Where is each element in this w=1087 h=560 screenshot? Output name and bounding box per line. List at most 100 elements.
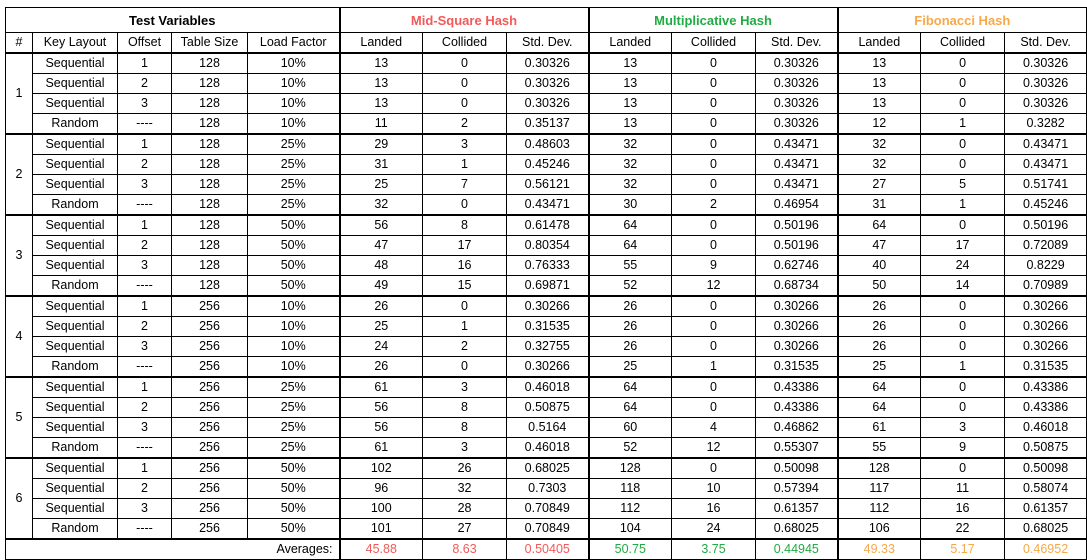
- mid-std-dev-cell: 0.46018: [506, 376, 590, 398]
- mul-collided-cell: 4: [671, 417, 757, 438]
- table-size-cell: 128: [171, 73, 248, 94]
- fib-collided-cell: 1: [920, 194, 1006, 216]
- mid-collided-cell: 0: [422, 356, 508, 378]
- key-layout-cell: Sequential: [32, 295, 118, 317]
- mul-collided-cell: 16: [671, 498, 757, 519]
- mid-collided-cell: 0: [422, 73, 508, 94]
- mul-collided-cell: 0: [671, 73, 757, 94]
- fib-landed-cell: 25: [836, 356, 922, 378]
- table-body: 1 Sequential 1 128 10% 13 0 0.30326 13 0 0.30326 13…: [5, 52, 1087, 540]
- load-factor-cell: 25%: [246, 174, 341, 195]
- fib-std-dev-cell: 0.30326: [1004, 52, 1087, 74]
- fib-collided-cell: 11: [920, 478, 1006, 499]
- table-row: 3 Sequential 1 128 50% 56 8 0.61478 64 0 0.50196 64…: [5, 214, 1087, 297]
- mid-std-dev-cell: 0.30326: [506, 73, 590, 94]
- header-fib-collided: Collided: [920, 32, 1006, 54]
- fib-std-dev-cell: 0.46018: [1004, 417, 1087, 438]
- mid-collided-cell: 27: [422, 518, 508, 540]
- mid-std-dev-cell: 0.61478: [506, 214, 590, 236]
- mul-landed-cell: 25: [587, 356, 673, 378]
- load-factor-cell: 10%: [246, 52, 341, 74]
- mul-landed-cell: 26: [587, 295, 673, 317]
- mul-std-dev-cell: 0.57394: [755, 478, 839, 499]
- offset-cell: ----: [117, 437, 172, 459]
- load-factor-cell: 50%: [246, 275, 341, 297]
- mid-std-dev-cell: 0.45246: [506, 154, 590, 175]
- table-size-cell: 128: [171, 154, 248, 175]
- table-size-cell: 128: [171, 194, 248, 216]
- fib-landed-cell: 32: [836, 154, 922, 175]
- avg-mid-collided: 8.63: [422, 538, 508, 560]
- hash-results-table: Test Variables Mid-Square Hash Multiplic…: [4, 7, 1087, 560]
- mul-std-dev-cell: 0.30326: [755, 73, 839, 94]
- fib-std-dev-cell: 0.72089: [1004, 235, 1087, 256]
- mid-collided-cell: 32: [422, 478, 508, 499]
- table-size-cell: 256: [171, 316, 248, 337]
- fib-landed-cell: 47: [836, 235, 922, 256]
- key-layout-cell: Sequential: [32, 457, 118, 479]
- fib-landed-cell: 64: [836, 397, 922, 418]
- mid-std-dev-cell: 0.30326: [506, 52, 590, 74]
- mul-std-dev-cell: 0.68025: [755, 518, 839, 540]
- mul-landed-cell: 64: [587, 376, 673, 398]
- mul-std-dev-cell: 0.31535: [755, 356, 839, 378]
- key-layout-cell: Sequential: [32, 52, 118, 74]
- mul-landed-cell: 32: [587, 133, 673, 155]
- table-size-cell: 256: [171, 336, 248, 357]
- load-factor-cell: 10%: [246, 93, 341, 114]
- mul-std-dev-cell: 0.30326: [755, 52, 839, 74]
- mul-landed-cell: 104: [587, 518, 673, 540]
- mid-std-dev-cell: 0.35137: [506, 113, 590, 135]
- offset-cell: 1: [117, 376, 172, 398]
- mid-collided-cell: 3: [422, 437, 508, 459]
- mul-collided-cell: 0: [671, 397, 757, 418]
- offset-cell: 1: [117, 133, 172, 155]
- table-size-cell: 128: [171, 113, 248, 135]
- mid-landed-cell: 26: [338, 356, 424, 378]
- fib-landed-cell: 26: [836, 316, 922, 337]
- offset-cell: ----: [117, 356, 172, 378]
- load-factor-cell: 25%: [246, 437, 341, 459]
- mul-collided-cell: 0: [671, 133, 757, 155]
- load-factor-cell: 10%: [246, 295, 341, 317]
- mul-std-dev-cell: 0.43386: [755, 376, 839, 398]
- header-mid-std-dev: Std. Dev.: [506, 32, 590, 54]
- fib-landed-cell: 106: [836, 518, 922, 540]
- mid-landed-cell: 26: [338, 295, 424, 317]
- table-row: 6 Sequential 1 256 50% 102 26 0.68025 128 0 0.5009…: [5, 457, 1087, 540]
- mid-std-dev-cell: 0.5164: [506, 417, 590, 438]
- table-row: 2 Sequential 1 128 25% 29 3 0.48603 32 0 0.43471 32…: [5, 133, 1087, 216]
- mul-landed-cell: 118: [587, 478, 673, 499]
- key-layout-cell: Sequential: [32, 73, 118, 94]
- header-table-size: Table Size: [171, 32, 248, 54]
- fib-landed-cell: 13: [836, 52, 922, 74]
- avg-mid-std-dev: 0.50405: [506, 538, 590, 560]
- fib-std-dev-cell: 0.30266: [1004, 295, 1087, 317]
- fib-landed-cell: 61: [836, 417, 922, 438]
- key-layout-cell: Random: [32, 194, 118, 216]
- mid-landed-cell: 96: [338, 478, 424, 499]
- table-size-cell: 128: [171, 214, 248, 236]
- table-size-cell: 256: [171, 417, 248, 438]
- mid-std-dev-cell: 0.31535: [506, 316, 590, 337]
- table-row: Sequential 2 128 10% 13 0 0.30326 13 0 0.30326 13 0…: [6, 73, 1087, 94]
- offset-cell: 3: [117, 174, 172, 195]
- mul-std-dev-cell: 0.50098: [755, 457, 839, 479]
- mid-collided-cell: 8: [422, 397, 508, 418]
- mul-collided-cell: 2: [671, 194, 757, 216]
- mul-landed-cell: 26: [587, 336, 673, 357]
- mid-landed-cell: 13: [338, 52, 424, 74]
- fib-std-dev-cell: 0.43471: [1004, 133, 1087, 155]
- fib-collided-cell: 0: [920, 133, 1006, 155]
- mul-landed-cell: 13: [587, 73, 673, 94]
- fib-std-dev-cell: 0.51741: [1004, 174, 1087, 195]
- table-size-cell: 256: [171, 295, 248, 317]
- fib-std-dev-cell: 0.30326: [1004, 73, 1087, 94]
- mid-std-dev-cell: 0.76333: [506, 255, 590, 276]
- mul-collided-cell: 0: [671, 174, 757, 195]
- load-factor-cell: 25%: [246, 194, 341, 216]
- table-row: 4 Sequential 1 256 10% 26 0 0.30266 26 0 0.30266 26…: [5, 295, 1087, 378]
- mid-landed-cell: 56: [338, 417, 424, 438]
- header-mul-std-dev: Std. Dev.: [755, 32, 839, 54]
- load-factor-cell: 10%: [246, 356, 341, 378]
